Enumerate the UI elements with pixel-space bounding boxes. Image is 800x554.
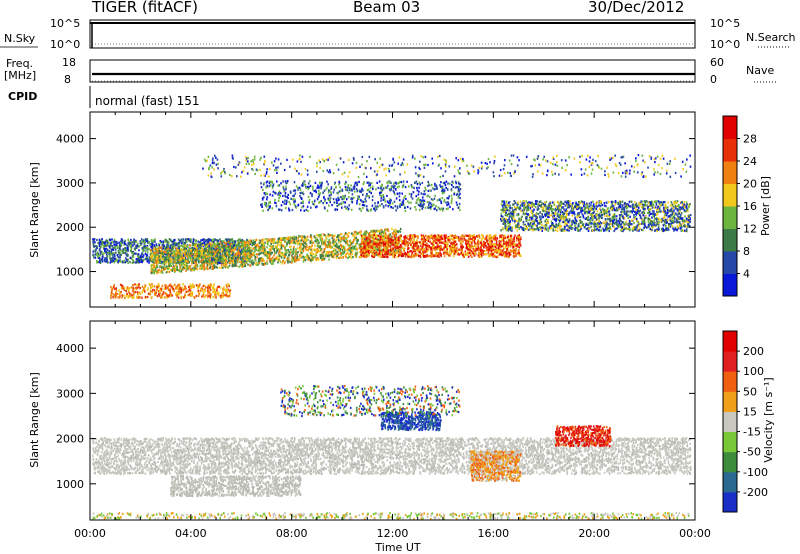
vel-colorbar-tick: -15: [743, 426, 761, 439]
power-colorbar-tick: 24: [743, 155, 757, 168]
time-tick-label: 00:00: [679, 527, 711, 540]
time-tick-label: 08:00: [276, 527, 308, 540]
vel-colorbar-segment: [723, 351, 737, 372]
vel-colorbar-segment: [723, 331, 737, 352]
nsky-tick-bottom: 10^0: [50, 38, 80, 51]
power-colorbar-segment: [723, 183, 737, 207]
vel-ytick-label: 1000: [56, 478, 84, 491]
freq-tick-top: 18: [62, 56, 76, 69]
time-tick-label: 12:00: [377, 527, 409, 540]
freq-panel: [89, 59, 696, 83]
velocity-colorbar-title: Velocity [m s⁻¹]: [762, 377, 775, 462]
power-colorbar: 28 24 20 16 12 8 4: [722, 115, 757, 297]
vel-colorbar-segment: [723, 431, 737, 453]
power-colorbar-segment: [723, 161, 737, 184]
cpid-text: normal (fast) 151: [95, 94, 199, 108]
nsky-tick-top: 10^5: [50, 17, 80, 30]
power-ytick-label: 2000: [56, 221, 84, 234]
power-colorbar-tick: 4: [743, 268, 750, 281]
power-colorbar-segment: [723, 228, 737, 252]
nsearch-tick-bottom: 10^0: [710, 38, 740, 51]
radar-title: TIGER (fitACF): [92, 0, 199, 16]
vel-ytick-label: 4000: [56, 342, 84, 355]
power-colorbar-title: Power [dB]: [759, 176, 772, 236]
vel-colorbar-tick: 100: [743, 365, 764, 378]
power-colorbar-tick: 8: [743, 245, 750, 258]
vel-colorbar-segment: [723, 471, 737, 493]
beam-title: Beam 03: [353, 0, 421, 16]
power-ytick-label: 1000: [56, 266, 84, 279]
power-colorbar-segment: [723, 206, 737, 229]
power-ytick-label: 4000: [56, 133, 84, 146]
power-panel: 1000 2000 3000 4000: [56, 111, 696, 308]
power-colorbar-segment: [723, 251, 737, 274]
vel-colorbar-segment: [723, 451, 737, 473]
nave-tick-bottom: 0: [710, 73, 717, 86]
vel-colorbar-tick: -50: [743, 446, 761, 459]
velocity-panel: 1000 2000 3000 4000: [56, 320, 696, 521]
vel-colorbar-segment: [723, 391, 737, 412]
vel-colorbar-segment: [723, 371, 737, 392]
freq-tick-bottom: 8: [64, 73, 71, 86]
nsky-panel: [89, 19, 696, 49]
velocity-colorbar: 200 100 50 15 -15 -50 -100 -200: [722, 330, 768, 513]
time-tick-label: 04:00: [175, 527, 207, 540]
vel-colorbar-tick: 200: [743, 345, 764, 358]
power-colorbar-tick: 16: [743, 200, 757, 213]
cpid-label: CPID: [8, 90, 37, 103]
vel-ytick-label: 3000: [56, 387, 84, 400]
velocity-ylabel: Slant Range [km]: [28, 372, 41, 468]
power-colorbar-tick: 28: [743, 133, 757, 146]
vel-ytick-label: 2000: [56, 433, 84, 446]
power-colorbar-segment: [723, 138, 737, 162]
power-ylabel: Slant Range [km]: [28, 162, 41, 258]
nsearch-label: N.Search: [746, 31, 796, 44]
nsky-label: N.Sky: [4, 32, 36, 45]
freq-label-line1: Freq.: [6, 57, 33, 70]
time-tick-label: 20:00: [578, 527, 610, 540]
power-colorbar-segment: [723, 116, 737, 139]
vel-colorbar-tick: 15: [743, 405, 757, 418]
time-tick-label: 00:00: [74, 527, 106, 540]
nave-label: Nave: [746, 64, 774, 77]
power-ytick-label: 3000: [56, 177, 84, 190]
power-colorbar-tick: 12: [743, 223, 757, 236]
nave-tick-top: 60: [710, 56, 724, 69]
freq-label-line2: [MHz]: [4, 69, 36, 82]
time-axis-label: Time UT: [374, 541, 420, 554]
date-title: 30/Dec/2012: [588, 0, 685, 16]
vel-colorbar-tick: -100: [743, 466, 768, 479]
vel-colorbar-segment: [723, 491, 737, 513]
nsearch-tick-top: 10^5: [710, 17, 740, 30]
power-colorbar-tick: 20: [743, 178, 757, 191]
time-tick-label: 16:00: [477, 527, 509, 540]
vel-colorbar-tick: -200: [743, 486, 768, 499]
power-colorbar-segment: [723, 273, 737, 297]
vel-colorbar-segment: [723, 411, 737, 433]
vel-colorbar-tick: 50: [743, 385, 757, 398]
